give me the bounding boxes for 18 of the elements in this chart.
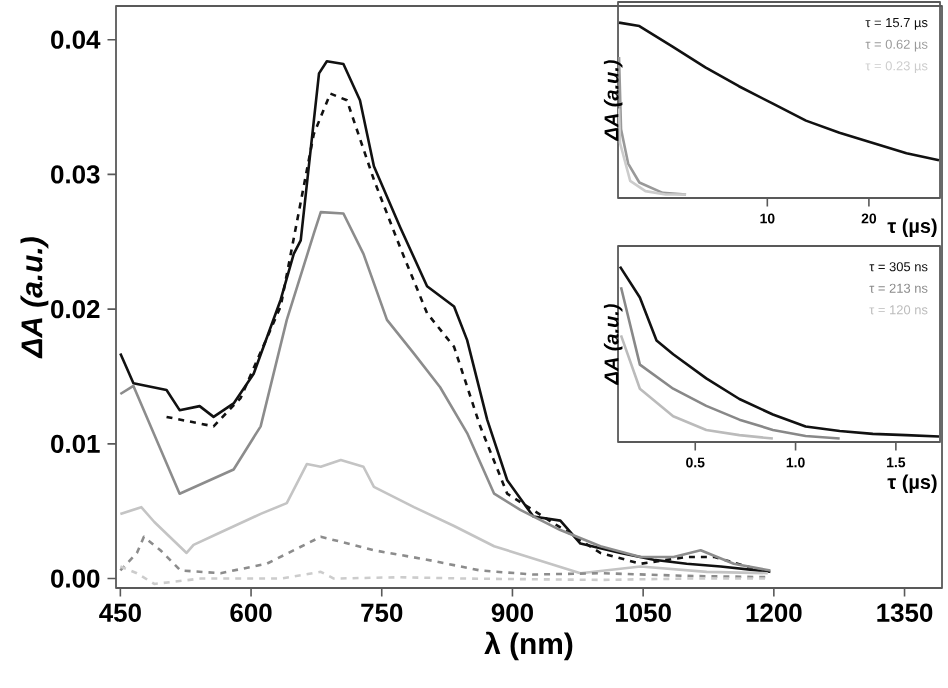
y-tick-label: 0.04 — [51, 30, 101, 49]
x-tick-label: 1350 — [877, 603, 933, 622]
y-tick-label: 0.00 — [51, 569, 100, 588]
x-axis-title: τ (µs) — [887, 474, 937, 493]
y-tick-label: 0.03 — [51, 165, 100, 184]
x-axis-title: λ (nm) — [484, 631, 573, 661]
x-axis-title: τ (µs) — [887, 218, 937, 237]
y-axis-title: ΔA (a.u.) — [603, 304, 623, 386]
y-tick-label: 0.01 — [51, 434, 100, 454]
y-tick-label: 0.02 — [51, 299, 100, 319]
x-tick-label: 1200 — [746, 603, 802, 622]
y-axis-title: ΔA (a.u.) — [603, 60, 623, 142]
y-axis-title: ΔA (a.u.) — [20, 237, 49, 359]
x-tick-label: 1050 — [615, 603, 671, 622]
x-tick-label: 600 — [230, 603, 272, 622]
x-tick-label: 750 — [361, 603, 403, 622]
x-tick-label: 450 — [99, 603, 141, 622]
x-tick-label: 900 — [491, 603, 533, 622]
